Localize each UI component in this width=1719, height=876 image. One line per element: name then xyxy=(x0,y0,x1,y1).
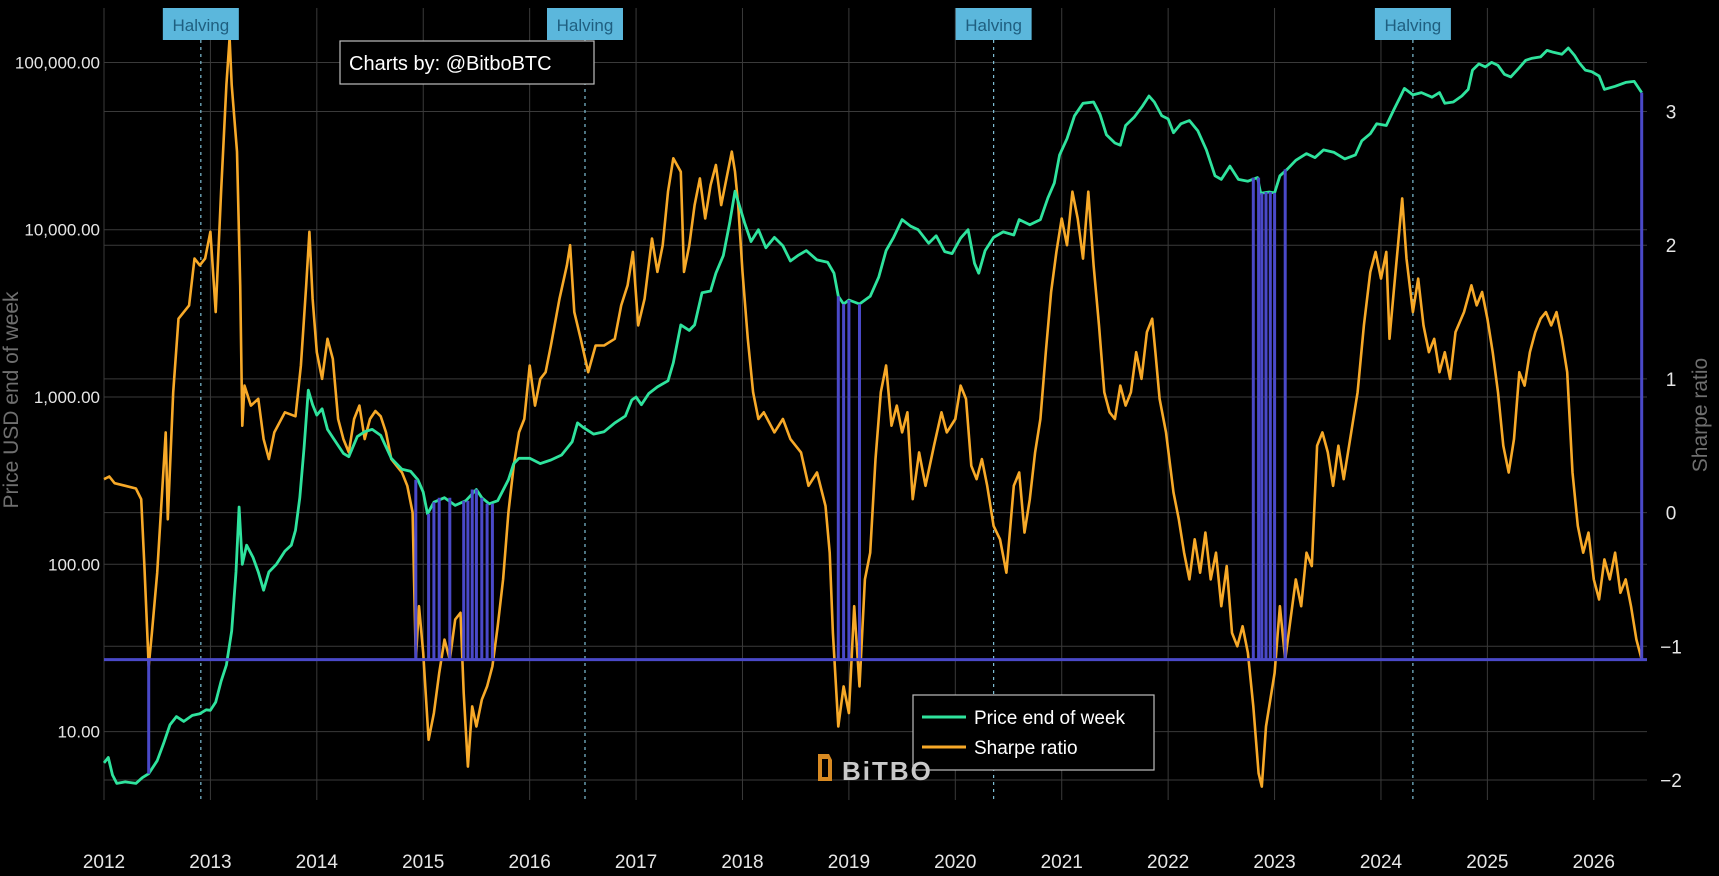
credit-box[interactable]: Charts by: @BitboBTC xyxy=(339,40,595,85)
sharpe-axis-ticks: −2 −1 0 1 2 3 xyxy=(1660,103,1682,792)
halving-label-box-1 xyxy=(162,8,239,40)
halving-label-3: Halving xyxy=(965,16,1022,35)
x-tick-label-2012: 2012 xyxy=(83,852,125,873)
sharpe-tick-label: 2 xyxy=(1666,236,1677,257)
sharpe-axis-title: Sharpe ratio xyxy=(1689,358,1712,472)
halving-labels: Halving Halving Halving Halving xyxy=(162,8,1451,40)
x-tick-label-2026: 2026 xyxy=(1573,852,1615,873)
legend-label-price: Price end of week xyxy=(974,708,1126,729)
price-axis-title: Price USD end of week xyxy=(0,291,23,509)
legend: Price end of week Sharpe ratio xyxy=(912,694,1155,771)
bitbo-brand-text: BiTBO xyxy=(842,756,933,786)
sharpe-tick-label: −1 xyxy=(1660,637,1682,658)
halving-label-box-3 xyxy=(955,8,1032,40)
x-tick-label-2022: 2022 xyxy=(1147,852,1189,873)
halving-label-box-2 xyxy=(546,8,623,40)
year-axis-ticks: 2012 2013 2014 2015 2016 2017 2018 2019 2020 2021… xyxy=(83,852,1615,873)
sharpe-tick-label: 0 xyxy=(1666,504,1677,525)
sharpe-ratio-line xyxy=(103,36,1643,788)
price-tick-label: 1,000.00 xyxy=(34,388,100,407)
price-line xyxy=(102,46,1643,785)
legend-label-sharpe: Sharpe ratio xyxy=(974,738,1078,759)
sharpe-tick-label: 1 xyxy=(1666,370,1677,391)
x-tick-label-2023: 2023 xyxy=(1253,852,1295,873)
sharpe-tick-label: −2 xyxy=(1660,771,1682,792)
price-tick-label: 100,000.00 xyxy=(15,53,100,72)
x-tick-label-2021: 2021 xyxy=(1041,852,1083,873)
halving-label-2: Halving xyxy=(557,16,614,35)
bitbo-logo-icon xyxy=(818,754,832,781)
credit-text: Charts by: @BitboBTC xyxy=(349,53,552,75)
halving-label-box-4 xyxy=(1374,8,1451,40)
x-tick-label-2017: 2017 xyxy=(615,852,657,873)
price-tick-label: 10.00 xyxy=(57,723,100,742)
halving-label-4: Halving xyxy=(1385,16,1442,35)
chart-grid xyxy=(103,8,1647,800)
x-tick-label-2014: 2014 xyxy=(296,852,339,873)
legend-item-price[interactable]: Price end of week xyxy=(922,708,1126,729)
halving-lines xyxy=(200,40,1414,800)
price-axis-ticks: 10.00 100.00 1,000.00 10,000.00 100,000.00 xyxy=(15,53,100,741)
x-tick-label-2020: 2020 xyxy=(934,852,976,873)
x-tick-label-2013: 2013 xyxy=(189,852,231,873)
series-layer xyxy=(102,36,1647,788)
price-tick-label: 100.00 xyxy=(48,555,100,574)
sharpe-threshold-line xyxy=(104,92,1647,774)
x-tick-label-2025: 2025 xyxy=(1466,852,1508,873)
bitbo-watermark: BiTBO xyxy=(818,754,933,786)
legend-item-sharpe[interactable]: Sharpe ratio xyxy=(922,738,1078,759)
sharpe-tick-label: 3 xyxy=(1666,103,1677,124)
x-tick-label-2019: 2019 xyxy=(828,852,870,873)
price-tick-label: 10,000.00 xyxy=(24,221,100,240)
x-tick-label-2018: 2018 xyxy=(721,852,763,873)
x-tick-label-2016: 2016 xyxy=(509,852,551,873)
x-tick-label-2024: 2024 xyxy=(1360,852,1403,873)
x-tick-label-2015: 2015 xyxy=(402,852,444,873)
halving-label-1: Halving xyxy=(172,16,229,35)
